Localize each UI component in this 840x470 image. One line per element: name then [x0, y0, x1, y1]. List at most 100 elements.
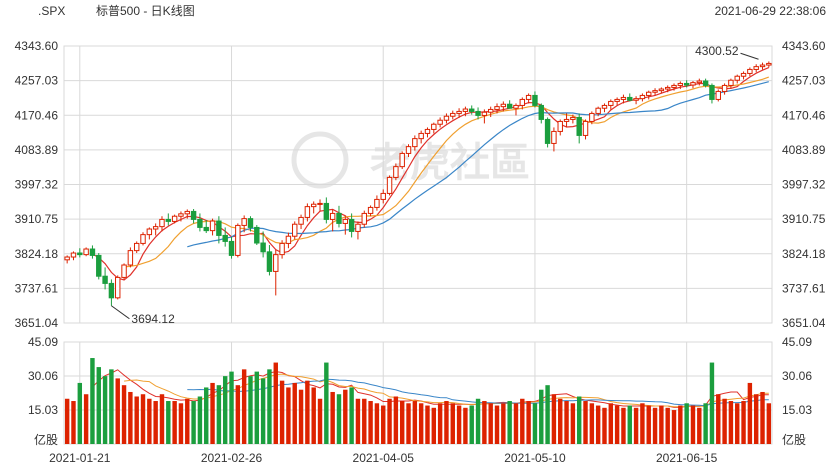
candle-body [279, 242, 285, 256]
candle-body [595, 107, 601, 114]
candle-body [589, 112, 595, 122]
high-annotation-line [740, 52, 759, 60]
candle-body [696, 80, 703, 84]
candle-body [709, 84, 715, 100]
candle-body [683, 82, 690, 86]
volume-bar [102, 376, 108, 444]
volume-bar [115, 378, 120, 444]
volume-bar [248, 376, 253, 444]
candle-body [677, 82, 684, 86]
volume-bar [368, 401, 373, 444]
candle-body [380, 192, 386, 200]
candle-body [437, 119, 443, 125]
candle-body [734, 75, 740, 81]
candle-body [323, 202, 330, 220]
volume-bar [507, 401, 512, 444]
volume-bar [627, 405, 632, 444]
candle-body [563, 118, 570, 122]
volume-bar [583, 401, 588, 444]
candle-body [203, 226, 209, 232]
candle-body [348, 218, 355, 232]
price-tick-right: 3910.75 [782, 212, 826, 226]
volume-bar [185, 398, 190, 444]
candle-body [551, 130, 557, 144]
volume-bar [166, 401, 171, 444]
ma20-line [187, 81, 769, 248]
volume-bar [273, 362, 278, 444]
candle-body [266, 251, 273, 272]
volume-bar [254, 371, 260, 444]
volume-bar [267, 369, 272, 444]
volume-tick-left: 30.06 [28, 369, 58, 383]
candle-body [70, 252, 77, 258]
candle-body [412, 138, 418, 148]
volume-bar [576, 396, 582, 444]
candle-body [260, 242, 266, 253]
candle-body [374, 198, 380, 208]
ma5-line [92, 67, 770, 281]
volume-bar [463, 407, 468, 444]
price-tick-left: 3997.32 [15, 178, 59, 192]
volume-bar [501, 403, 506, 444]
volume-bar [147, 398, 152, 444]
volume-bar [526, 401, 531, 444]
volume-bar [349, 387, 354, 444]
price-tick-right: 4343.60 [782, 39, 826, 53]
volume-bar [665, 407, 670, 444]
volume-bar [77, 382, 83, 444]
volume-tick-right: 30.06 [782, 369, 812, 383]
candle-body [639, 94, 646, 100]
volume-bar [336, 394, 342, 444]
candle-body [557, 120, 563, 132]
volume-bar [343, 389, 348, 444]
candle-body [115, 276, 121, 299]
candle-body [329, 212, 336, 220]
watermark: 老虎社區 [291, 131, 530, 189]
candle-body [216, 220, 222, 236]
volume-bar [355, 398, 361, 444]
volume-bar [260, 378, 266, 444]
volume-tick-left: 45.09 [28, 335, 58, 349]
candle-body [538, 104, 544, 120]
candle-body [513, 104, 519, 109]
volume-bar [475, 398, 481, 444]
price-tick-left: 3910.75 [15, 212, 59, 226]
volume-bar [703, 403, 708, 444]
candle-body [601, 104, 608, 109]
volume-bar [64, 398, 70, 444]
volume-bar [305, 380, 310, 444]
price-tick-left: 3824.18 [15, 247, 59, 261]
volume-bar [564, 401, 569, 444]
volume-bar [545, 385, 550, 444]
volume-bar [488, 403, 493, 444]
candle-body [506, 103, 513, 109]
candle-body [721, 84, 728, 92]
candle-body [424, 128, 431, 134]
candle-body [753, 66, 759, 70]
candle-body [146, 228, 153, 236]
candle-body [121, 264, 127, 278]
price-tick-right: 3824.18 [782, 247, 826, 261]
candle-body [532, 94, 538, 106]
volume-bar [741, 401, 746, 444]
candle-body [519, 98, 526, 106]
candle-body [544, 118, 551, 144]
candle-body [431, 123, 437, 130]
candle-body [184, 210, 190, 215]
candle-body [500, 103, 507, 108]
candle-body [456, 110, 462, 114]
volume-bar [646, 405, 651, 444]
volume-bar [444, 401, 449, 444]
volume-bar [684, 403, 689, 444]
candle-body [614, 98, 620, 102]
volume-bar [140, 394, 146, 444]
candle-body [310, 203, 317, 208]
volume-bar [735, 403, 740, 444]
volume-unit-right: 亿股 [782, 432, 806, 447]
candle-body [228, 240, 235, 256]
price-tick-right: 4257.03 [782, 74, 826, 88]
volume-bar [330, 391, 335, 444]
price-tick-left: 3651.04 [15, 316, 59, 330]
candle-body [64, 256, 70, 261]
candle-body [292, 223, 298, 237]
